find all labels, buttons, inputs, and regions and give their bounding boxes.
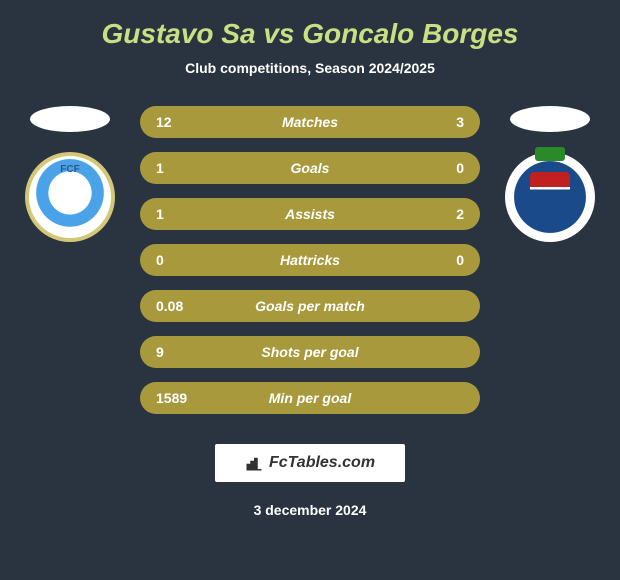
stat-row-matches: 12 Matches 3 — [140, 106, 480, 138]
stat-row-mpg: 1589 Min per goal — [140, 382, 480, 414]
stats-list: 12 Matches 3 1 Goals 0 1 Assists 2 0 Hat… — [140, 106, 480, 414]
stat-left-value: 1 — [156, 160, 216, 176]
stat-row-spg: 9 Shots per goal — [140, 336, 480, 368]
club-badge-right — [505, 152, 595, 242]
stat-label: Matches — [216, 114, 404, 130]
stat-left-value: 0 — [156, 252, 216, 268]
stat-label: Goals — [216, 160, 404, 176]
page-title: Gustavo Sa vs Goncalo Borges — [101, 18, 518, 50]
stat-left-value: 0.08 — [156, 298, 216, 314]
site-logo[interactable]: FcTables.com — [215, 444, 405, 482]
subtitle: Club competitions, Season 2024/2025 — [185, 60, 435, 76]
stat-label: Goals per match — [216, 298, 404, 314]
date-label: 3 december 2024 — [254, 502, 367, 518]
player-silhouette-left — [30, 106, 110, 132]
stat-left-value: 1 — [156, 206, 216, 222]
stat-right-value: 3 — [404, 114, 464, 130]
left-player-column — [20, 106, 120, 242]
stat-right-value: 0 — [404, 252, 464, 268]
player-silhouette-right — [510, 106, 590, 132]
stat-right-value: 2 — [404, 206, 464, 222]
stat-left-value: 9 — [156, 344, 216, 360]
stat-label: Shots per goal — [216, 344, 404, 360]
comparison-card: Gustavo Sa vs Goncalo Borges Club compet… — [0, 0, 620, 580]
stat-row-gpm: 0.08 Goals per match — [140, 290, 480, 322]
chart-icon — [245, 454, 263, 472]
stat-row-hattricks: 0 Hattricks 0 — [140, 244, 480, 276]
stat-left-value: 1589 — [156, 390, 216, 406]
right-player-column — [500, 106, 600, 242]
stat-label: Hattricks — [216, 252, 404, 268]
stat-row-goals: 1 Goals 0 — [140, 152, 480, 184]
stat-row-assists: 1 Assists 2 — [140, 198, 480, 230]
logo-text: FcTables.com — [269, 454, 375, 472]
main-row: 12 Matches 3 1 Goals 0 1 Assists 2 0 Hat… — [0, 106, 620, 414]
stat-left-value: 12 — [156, 114, 216, 130]
stat-right-value: 0 — [404, 160, 464, 176]
stat-label: Assists — [216, 206, 404, 222]
stat-label: Min per goal — [216, 390, 404, 406]
badge-shield-icon — [530, 172, 570, 222]
club-badge-left — [25, 152, 115, 242]
